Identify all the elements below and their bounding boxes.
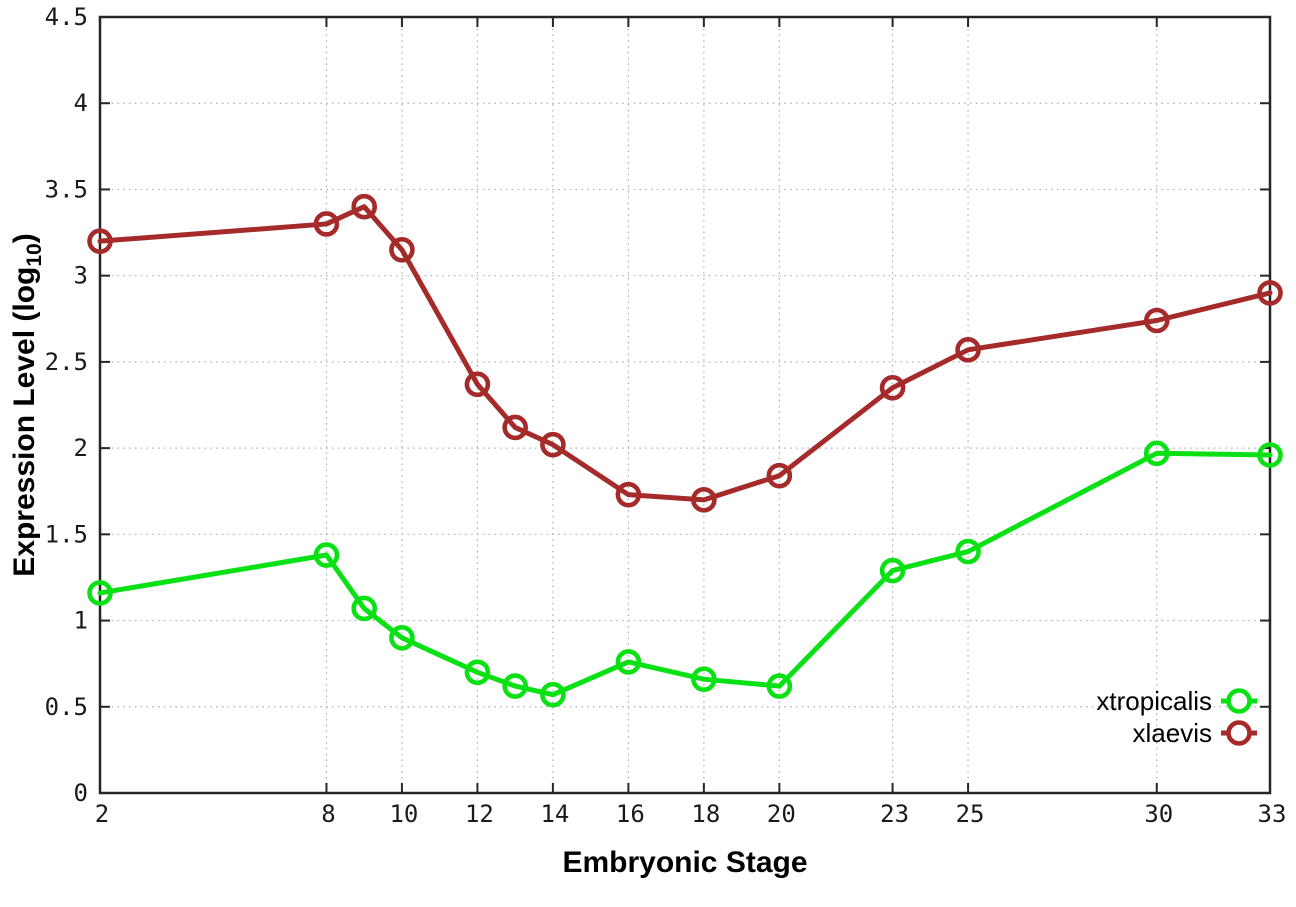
x-tick-label: 10	[389, 800, 418, 828]
y-tick-label: 3.5	[45, 175, 88, 203]
data-point-xlaevis	[1257, 280, 1283, 306]
y-tick-label: 3	[74, 262, 88, 290]
plot-border	[98, 15, 1272, 795]
data-point-xtropicalis	[955, 538, 981, 565]
y-axis-title-subscript: 10	[23, 243, 46, 266]
series-line-xtropicalis	[97, 450, 1273, 698]
data-point-xlaevis	[879, 374, 906, 401]
data-point-xtropicalis	[766, 673, 793, 699]
x-tick-label: 25	[956, 800, 985, 828]
y-tick-label: 1.5	[45, 520, 88, 548]
x-tick-label: 16	[616, 800, 645, 828]
data-point-xlaevis	[540, 431, 566, 458]
data-point-xlaevis	[1143, 307, 1170, 334]
x-tick-label: 8	[321, 800, 335, 828]
x-tick-label: 14	[540, 800, 569, 828]
legend: xtropicalis xlaevis	[1096, 686, 1257, 748]
x-tick-label: 23	[880, 800, 909, 828]
y-axis-title: Expression Level (log10)	[8, 233, 46, 576]
y-axis-title-close: )	[8, 233, 41, 243]
x-axis-title: Embryonic Stage	[562, 846, 807, 879]
data-point-xtropicalis	[389, 624, 415, 651]
data-point-xlaevis	[615, 481, 642, 508]
series-line-xlaevis	[97, 204, 1273, 503]
y-tick-label: 0.5	[45, 693, 88, 721]
x-tick-label: 12	[465, 800, 494, 828]
series-layer	[87, 193, 1283, 708]
data-point-xlaevis	[313, 211, 340, 237]
y-tick-label: 1	[74, 607, 88, 635]
y-tick-label: 0	[74, 779, 88, 807]
data-point-xtropicalis	[615, 649, 642, 675]
tick-label-layer: 0 0.5 1 1.5 2 2.5 3 3.5 4 4.5 2 8 10 12 14 16 18 20 23 25 30…	[45, 3, 1287, 828]
data-point-xtropicalis	[502, 673, 528, 699]
legend-item-xtropicalis: xtropicalis	[1096, 686, 1257, 716]
y-tick-label: 2	[74, 434, 88, 462]
data-point-xlaevis	[87, 228, 113, 254]
legend-marker-xlaevis	[1226, 720, 1252, 746]
data-point-xlaevis	[464, 371, 491, 398]
data-point-xtropicalis	[351, 595, 377, 622]
y-tick-label: 4.5	[45, 3, 88, 31]
data-point-xtropicalis	[87, 580, 113, 606]
y-axis-title-main: Expression Level (log	[8, 267, 41, 577]
data-point-xlaevis	[389, 237, 415, 263]
data-point-xlaevis	[766, 462, 793, 489]
x-tick-label: 20	[767, 800, 796, 828]
legend-label-xlaevis: xlaevis	[1133, 718, 1212, 748]
data-point-xlaevis	[955, 337, 981, 363]
data-point-xtropicalis	[313, 542, 340, 568]
y-tick-label: 4	[74, 89, 88, 117]
grid-layer	[100, 17, 1270, 793]
y-tick-label: 2.5	[45, 348, 88, 376]
legend-item-xlaevis: xlaevis	[1133, 718, 1257, 748]
x-tick-label: 2	[95, 800, 109, 828]
data-point-xlaevis	[351, 193, 377, 220]
data-point-xlaevis	[502, 414, 528, 441]
data-point-xtropicalis	[691, 666, 717, 692]
legend-marker-xtropicalis	[1226, 688, 1252, 714]
data-point-xtropicalis	[879, 557, 906, 584]
data-point-xtropicalis	[464, 659, 491, 686]
legend-label-xtropicalis: xtropicalis	[1096, 686, 1212, 716]
data-point-xtropicalis	[540, 681, 566, 708]
x-tick-label: 30	[1144, 800, 1173, 828]
data-point-xtropicalis	[1143, 440, 1170, 467]
x-tick-label: 18	[691, 800, 720, 828]
data-point-xlaevis	[691, 487, 717, 513]
data-point-xtropicalis	[1257, 442, 1283, 468]
x-tick-label: 33	[1258, 800, 1287, 828]
